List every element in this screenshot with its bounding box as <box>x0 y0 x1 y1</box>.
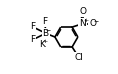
Text: O: O <box>79 7 86 16</box>
Text: O: O <box>90 19 97 28</box>
Text: −: − <box>46 28 51 33</box>
Text: F: F <box>30 35 35 44</box>
Text: B: B <box>43 29 49 38</box>
Text: F: F <box>30 22 35 31</box>
Text: N: N <box>79 19 86 28</box>
Text: Cl: Cl <box>75 53 83 62</box>
Text: F: F <box>42 17 48 26</box>
Text: +: + <box>42 39 48 44</box>
Text: −: − <box>94 18 99 23</box>
Text: K: K <box>39 40 45 49</box>
Text: +: + <box>83 18 88 23</box>
